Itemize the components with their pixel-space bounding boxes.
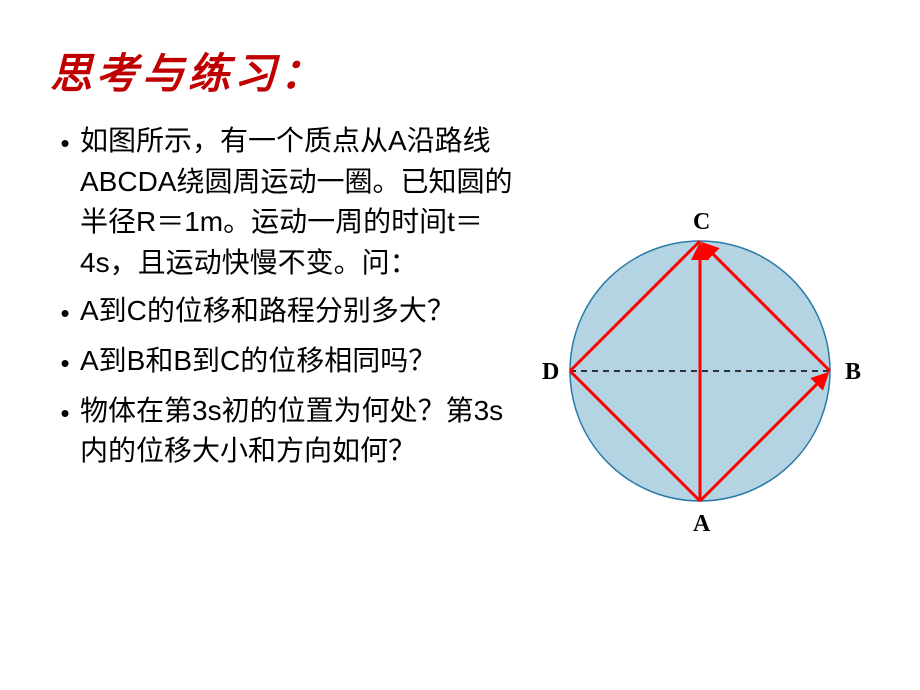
bullet-item: • A到B和B到C的位移相同吗？ bbox=[50, 341, 530, 383]
bullet-text: 如图所示，有一个质点从A沿路线ABCDA绕圆周运动一圈。已知圆的半径R＝1m。运… bbox=[80, 121, 530, 283]
diagram-area: A B C D bbox=[540, 121, 880, 551]
slide-container: 思考与练习： • 如图所示，有一个质点从A沿路线ABCDA绕圆周运动一圈。已知圆… bbox=[0, 0, 920, 690]
svg-text:D: D bbox=[542, 359, 559, 385]
bullet-marker: • bbox=[50, 121, 80, 163]
bullet-item: • A到C的位移和路程分别多大？ bbox=[50, 291, 530, 333]
bullet-marker: • bbox=[50, 341, 80, 383]
bullet-marker: • bbox=[50, 391, 80, 433]
svg-text:B: B bbox=[845, 359, 861, 385]
bullet-item: • 物体在第3s初的位置为何处？第3s内的位移大小和方向如何？ bbox=[50, 391, 530, 472]
slide-title: 思考与练习： bbox=[50, 40, 870, 101]
bullet-text: A到B和B到C的位移相同吗？ bbox=[80, 341, 530, 382]
bullet-text: A到C的位移和路程分别多大？ bbox=[80, 291, 530, 332]
bullet-marker: • bbox=[50, 291, 80, 333]
circle-diagram: A B C D bbox=[540, 211, 880, 551]
bullet-item: • 如图所示，有一个质点从A沿路线ABCDA绕圆周运动一圈。已知圆的半径R＝1m… bbox=[50, 121, 530, 283]
content-row: • 如图所示，有一个质点从A沿路线ABCDA绕圆周运动一圈。已知圆的半径R＝1m… bbox=[50, 121, 870, 551]
text-area: • 如图所示，有一个质点从A沿路线ABCDA绕圆周运动一圈。已知圆的半径R＝1m… bbox=[50, 121, 540, 551]
bullet-text: 物体在第3s初的位置为何处？第3s内的位移大小和方向如何？ bbox=[80, 391, 530, 472]
svg-text:C: C bbox=[693, 211, 710, 235]
svg-text:A: A bbox=[693, 511, 711, 537]
